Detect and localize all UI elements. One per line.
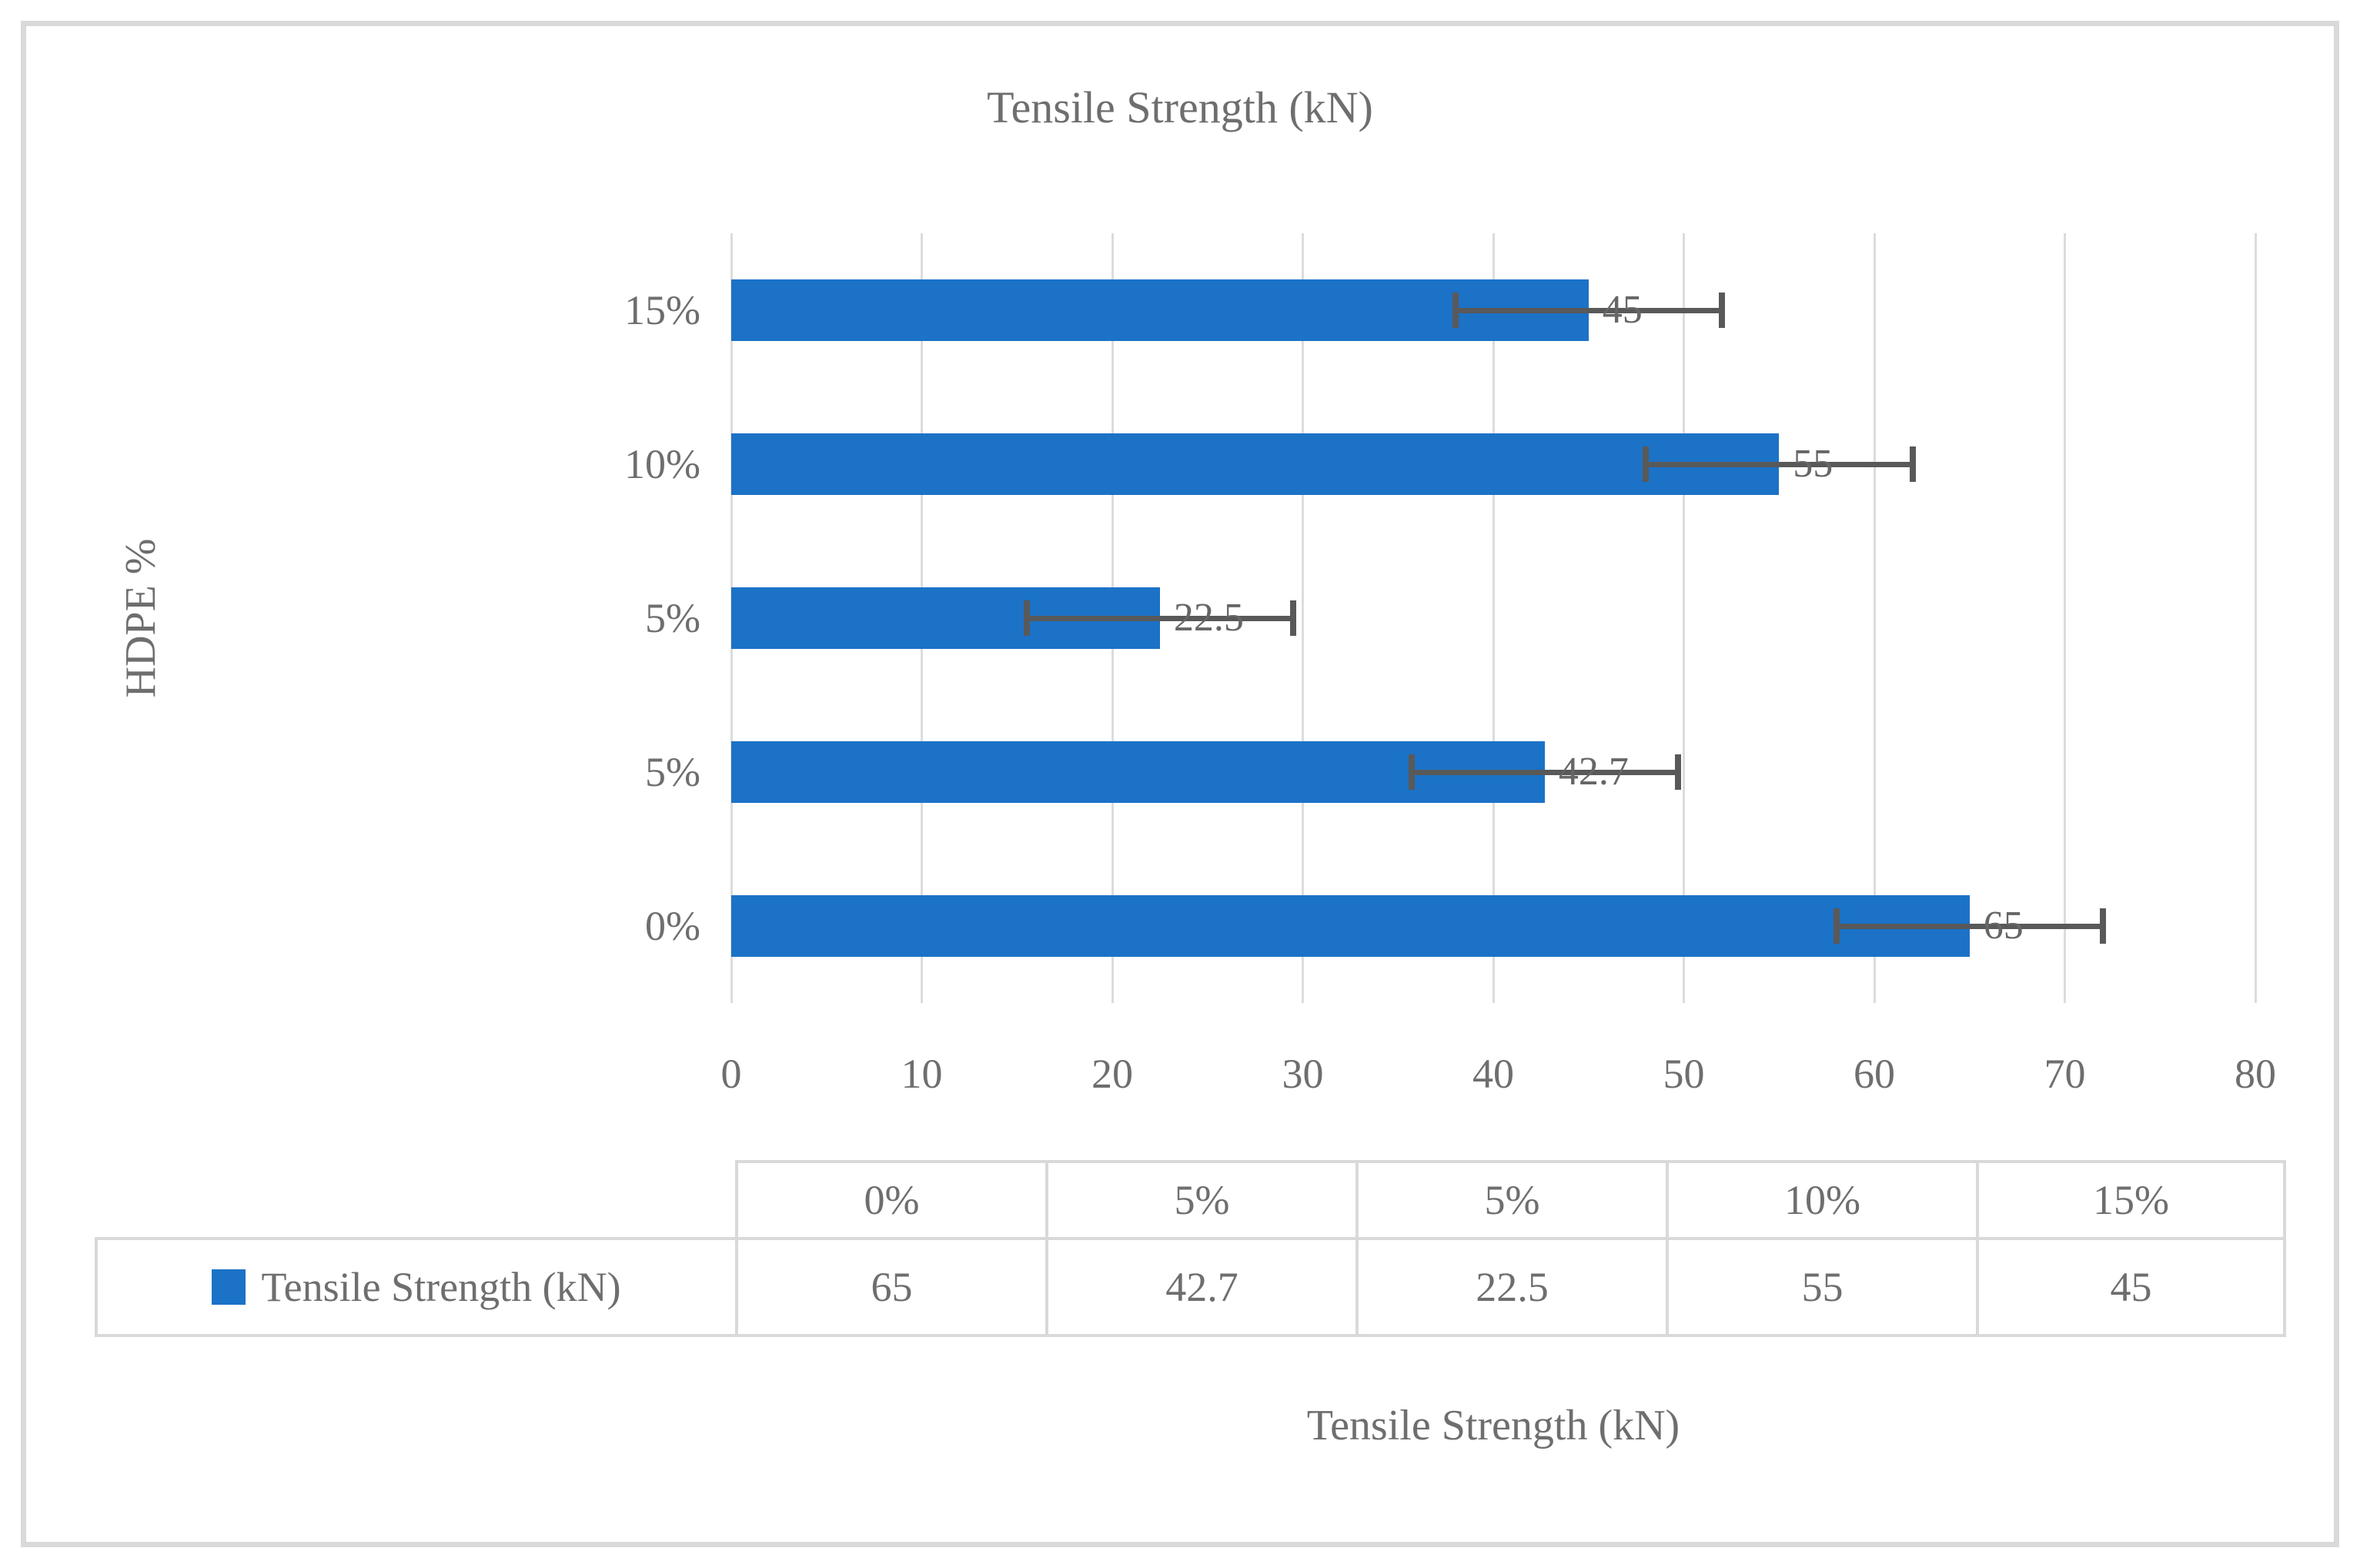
error-bar-cap-left — [1833, 908, 1840, 944]
table-value-cell: 65 — [735, 1237, 1045, 1337]
x-tick-label-10: 10 — [901, 1051, 943, 1097]
x-tick-label-50: 50 — [1663, 1051, 1705, 1097]
error-bar-line — [1455, 307, 1722, 313]
error-bar-cap-right — [1290, 600, 1297, 636]
table-value-cell: 22.5 — [1355, 1237, 1666, 1337]
legend-swatch — [212, 1269, 246, 1305]
table-value-cell: 42.7 — [1045, 1237, 1355, 1337]
x-tick-label-40: 40 — [1472, 1051, 1514, 1097]
y-axis-title: HDPE % — [117, 538, 165, 698]
table-value-cell: 45 — [1976, 1237, 2286, 1337]
category-label-15%: 15% — [624, 287, 700, 333]
bar-data-label: 22.5 — [1173, 596, 1244, 640]
error-bar-cap-right — [1719, 293, 1725, 328]
x-tick-label-30: 30 — [1282, 1051, 1324, 1097]
x-tick-label-60: 60 — [1854, 1051, 1895, 1097]
table-value-cell: 55 — [1666, 1237, 1976, 1337]
error-bar-line — [1836, 923, 2103, 929]
table-header-cell-15%: 15% — [1976, 1160, 2286, 1237]
category-label-0%: 0% — [645, 903, 700, 949]
gridline-40 — [1492, 233, 1495, 1003]
error-bar-cap-right — [2100, 908, 2106, 944]
error-bar-cap-right — [1675, 754, 1682, 790]
bar-0% — [731, 895, 1970, 957]
x-tick-label-80: 80 — [2235, 1051, 2276, 1097]
x-tick-label-20: 20 — [1091, 1051, 1133, 1097]
table-header-cell-5%: 5% — [1355, 1160, 1666, 1237]
x-axis-title: Tensile Strength (kN) — [1306, 1402, 1680, 1449]
category-label-5%: 5% — [645, 749, 700, 795]
bar-data-label: 55 — [1793, 442, 1834, 486]
error-bar-cap-left — [1452, 293, 1459, 328]
error-bar-cap-left — [1643, 446, 1649, 482]
chart-title: Tensile Strength (kN) — [987, 82, 1373, 132]
x-tick-label-70: 70 — [2044, 1051, 2086, 1097]
legend-label: Tensile Strength (kN) — [261, 1264, 621, 1310]
error-bar-cap-right — [1909, 446, 1916, 482]
bar-10% — [731, 433, 1780, 495]
gridline-70 — [2064, 233, 2066, 1003]
table-header-empty-cell — [95, 1160, 735, 1237]
data-table: 0% 5% 5% 10% 15% Tensile Strength (kN) 65 42.7 2… — [95, 1160, 2286, 1337]
table-header-cell-0%: 0% — [735, 1160, 1045, 1237]
x-tick-label-0: 0 — [720, 1051, 742, 1097]
table-header-cell-5%: 5% — [1045, 1160, 1355, 1237]
bar-data-label: 65 — [1983, 904, 2024, 948]
error-bar-line — [1411, 769, 1679, 775]
error-bar-line — [1026, 615, 1294, 621]
gridline-30 — [1302, 233, 1304, 1003]
bar-data-label: 45 — [1602, 288, 1643, 332]
bar-data-label: 42.7 — [1558, 750, 1629, 794]
table-legend-cell: Tensile Strength (kN) — [95, 1237, 735, 1337]
plot-area: 65 42.7 22.5 55 45 — [730, 233, 2257, 1003]
error-bar-cap-left — [1408, 754, 1415, 790]
gridline-80 — [2254, 233, 2257, 1003]
bar-15% — [731, 279, 1589, 341]
gridline-60 — [1873, 233, 1876, 1003]
error-bar-line — [1646, 461, 1913, 467]
error-bar-cap-left — [1023, 600, 1030, 636]
gridline-50 — [1683, 233, 1685, 1003]
table-header-cell-10%: 10% — [1666, 1160, 1976, 1237]
category-label-5%: 5% — [645, 595, 700, 641]
category-label-10%: 10% — [624, 441, 700, 487]
